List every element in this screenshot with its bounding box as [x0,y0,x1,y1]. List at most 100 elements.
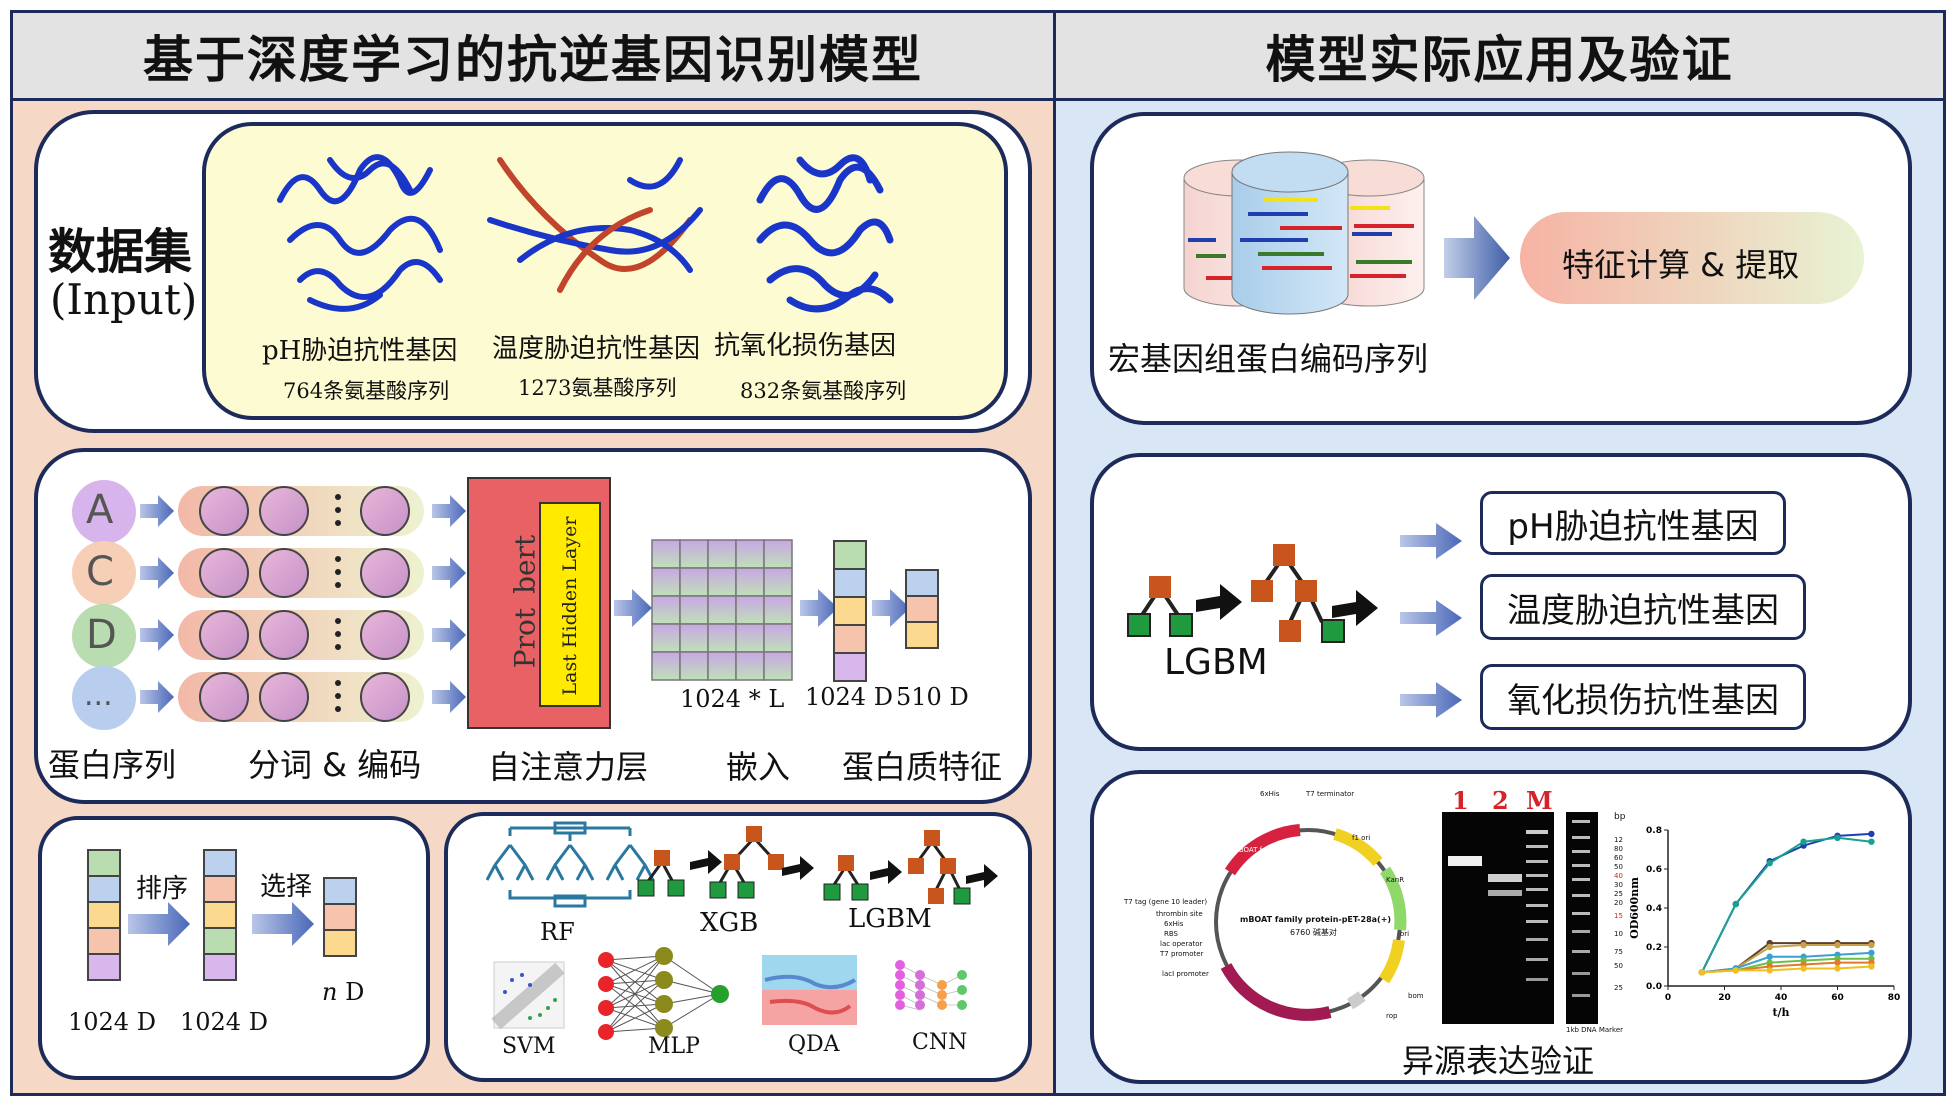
gel-ladder-label: 50 [1614,863,1623,871]
data-point [1868,838,1875,845]
x-tick-label: 40 [1775,993,1788,1003]
series-line [1701,965,1872,974]
data-point [1834,941,1841,949]
big-arrow-icon [1444,216,1510,300]
data-point [1732,900,1740,908]
gel-ladder-label: 75 [1614,948,1623,956]
x-tick-label: 60 [1831,993,1844,1003]
data-point [1868,830,1875,838]
stage-label-embed: 嵌入 [726,748,791,786]
mlp-icon [598,947,729,1040]
protein-structure-icon [756,154,894,313]
plasmid-map-icon [1214,824,1407,1021]
data-point [1834,834,1841,841]
data-point [1868,941,1875,949]
left-panel-title: 基于深度学习的抗逆基因识别模型 [13,13,1053,101]
feature-vector-1024 [833,540,867,682]
qda-icon [762,955,857,1025]
protein-structure-icon [487,157,703,293]
plasmid-feature: lacI [1286,998,1299,1006]
model-label-lgbm: LGBM [848,904,932,934]
protein-count-ox: 832条氨基酸序列 [740,379,907,403]
hidden-layer-block [539,502,601,707]
data-point [1732,967,1740,974]
gel-ladder-label: 20 [1614,899,1623,907]
letter-circle-more [72,666,136,730]
letter-circle-d [72,604,136,668]
plasmid-feature: T7 terminator [1306,790,1355,798]
gel-unit: bp [1614,812,1626,822]
matrix-label: 1024 * L [680,685,785,713]
y-tick-label: 0.8 [1646,826,1662,836]
plasmid-feature: rop [1386,1012,1398,1020]
validation-caption: 异源表达验证 [1402,1042,1595,1080]
select-label: 选择 [260,872,313,902]
letter-d: D [86,612,117,658]
model-label-mlp: MLP [648,1034,700,1059]
data-point [1834,959,1841,966]
gel-ladder-label: 40 [1614,872,1623,880]
y-tick-label: 0.4 [1646,904,1662,914]
letter-circle-c [72,541,136,605]
gel-lane-2: 2 [1492,786,1509,815]
data-point [1868,963,1875,970]
plasmid-feature: f1 ori [1352,834,1371,842]
gel-lane-m: M [1526,786,1553,815]
plasmid-size: 6760 碱基对 [1290,928,1337,937]
metagenome-caption: 宏基因组蛋白编码序列 [1108,340,1429,378]
classifier-lgbm-label: LGBM [1164,642,1268,683]
y-tick-label: 0.2 [1646,943,1662,953]
letter-a: A [86,487,114,533]
plasmid-feature: mBOAT family protein [1232,846,1309,854]
stage-label-attention: 自注意力层 [488,748,649,786]
data-point [1800,941,1807,949]
token-circles [199,486,410,722]
dim1-label: 1024 D [68,1008,156,1036]
x-axis-label: t/h [1772,1006,1789,1019]
data-point [1698,969,1706,976]
model-label-xgb: XGB [700,908,759,938]
protein-name-temp: 温度胁迫抗性基因 [492,334,701,364]
model-label-cnn: CNN [912,1030,968,1055]
dataset-subtitle: (Input) [50,275,198,324]
letter-c: C [86,549,114,595]
protein-name-ph: pH胁迫抗性基因 [262,336,458,366]
gel-ladder-label: 10 [1614,930,1623,938]
embedding-matrix [651,539,793,681]
gel-ladder-label: 50 [1614,962,1623,970]
stage-label-sequence: 蛋白序列 [48,746,177,784]
series-line [1701,836,1872,973]
protein-count-ph: 764条氨基酸序列 [283,379,450,403]
output-temp: 温度胁迫抗性基因 [1480,574,1806,640]
data-point [1766,967,1773,974]
vector-unsorted [87,849,121,981]
gel-ladder-label: 12 [1614,836,1623,844]
cnn-icon [895,960,967,1011]
x-tick-label: 80 [1888,993,1901,1003]
gel-image [1442,812,1598,1024]
plasmid-feature: lacI promoter [1162,970,1209,978]
plasmid-feature: RBS [1164,930,1178,938]
letter-circle-a [72,480,136,544]
dataset-title: 数据集 [48,224,193,280]
data-point [1766,859,1773,867]
output-arrows [1400,523,1462,718]
lgbm-tree-icon [1127,544,1378,643]
sort-arrow-icon [128,902,190,946]
data-point [1834,965,1841,972]
data-point [1766,953,1773,960]
protein-name-ox: 抗氧化损伤基因 [714,331,897,361]
feature-pill-bg [1520,212,1864,304]
y-tick-label: 0.0 [1646,982,1662,992]
plasmid-name: mBOAT family protein-pET-28a(+) [1240,915,1392,924]
protein-structure-icon [277,154,443,312]
data-point [1868,949,1875,957]
plasmid-feature: 6xHis [1260,790,1280,798]
dim3-label: n D [322,978,364,1006]
